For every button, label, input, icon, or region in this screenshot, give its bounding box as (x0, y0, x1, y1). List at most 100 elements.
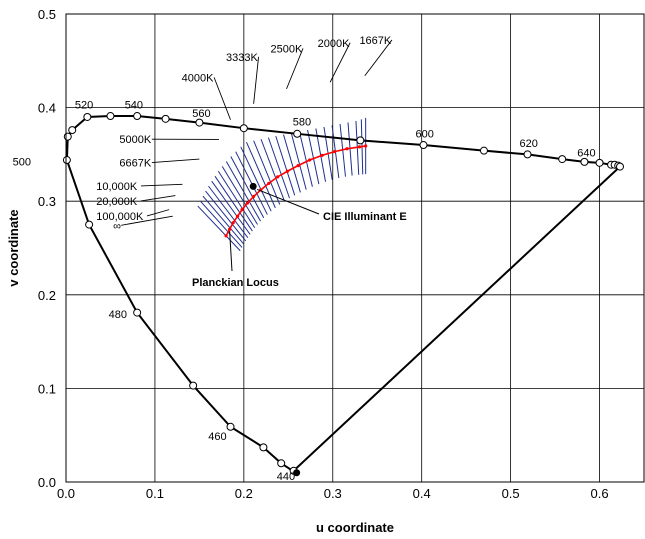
isotherm-label-leader (146, 209, 170, 217)
locus-marker (239, 124, 248, 133)
locus-marker (83, 112, 92, 121)
planckian-point (296, 164, 300, 168)
locus-marker (226, 422, 235, 431)
isotherm-label: 3333K (226, 52, 258, 64)
isotherm-label: 20,000K (96, 196, 138, 208)
x-tick-label: 0.5 (502, 486, 520, 501)
planckian-point (224, 234, 228, 238)
isotherm-label: 6667K (119, 158, 151, 170)
locus-marker (523, 150, 532, 159)
isotherm-label: 1667K (359, 35, 391, 47)
locus-marker (419, 141, 428, 150)
planckian-point (236, 214, 240, 218)
planckian-point (252, 194, 256, 199)
isotherm-line (235, 151, 268, 215)
isotherm-line (260, 138, 285, 202)
isotherm-line (253, 140, 281, 205)
x-tick-label: 0.1 (146, 486, 164, 501)
planckian-point (240, 208, 244, 212)
x-tick-label: 0.0 (57, 486, 75, 501)
locus-marker (85, 220, 94, 229)
wavelength-label: 540 (125, 100, 143, 112)
isotherm-label-leader (140, 195, 176, 202)
x-tick-label: 0.4 (413, 486, 431, 501)
wavelength-label: 600 (415, 129, 433, 141)
wavelength-label: 480 (109, 309, 127, 321)
illuminant-e-label: CIE Illuminant E (323, 211, 407, 223)
locus-marker (277, 459, 286, 468)
planckian-locus-leader (229, 231, 233, 272)
locus-marker (62, 156, 71, 165)
isotherm-line (205, 190, 247, 242)
locus-marker (479, 146, 488, 155)
illuminant-e-leader (256, 188, 320, 215)
isotherm-line (246, 141, 276, 209)
isotherm-label-leader (253, 56, 260, 104)
isotherm-line (217, 171, 256, 229)
isotherm-label: 2500K (271, 43, 303, 55)
locus-marker (615, 162, 624, 171)
y-tick-label: 0.5 (38, 7, 56, 22)
locus-marker (68, 126, 77, 135)
wavelength-label: 500 (13, 157, 31, 169)
locus-marker (558, 155, 567, 164)
isotherm-label-leader (140, 183, 183, 187)
y-axis-title: v coordinate (6, 209, 21, 286)
isotherm-label: 10,000K (96, 181, 138, 193)
isotherm-line (267, 137, 290, 199)
planckian-point (357, 145, 362, 149)
locus-marker (195, 118, 204, 127)
isotherm-line (214, 175, 253, 232)
isotherm-line (290, 132, 307, 190)
planckian-point (320, 153, 324, 157)
planckian-point (364, 144, 368, 148)
locus-marker (356, 136, 365, 145)
labels: 0.0 0.1 0.2 0.3 0.4 0.5 0.6 0.0 0.1 0.2 0.3 0.4 0.5 4… (13, 7, 609, 501)
wavelength-label: 460 (208, 431, 226, 443)
isotherm-line (283, 134, 301, 193)
x-tick-label: 0.3 (324, 486, 342, 501)
isotherm-line (211, 180, 251, 235)
y-tick-label: 0.4 (38, 101, 56, 116)
isotherm-label-leader (286, 48, 304, 90)
locus-marker (259, 443, 268, 452)
isotherm-label: 100,000K (96, 211, 144, 223)
isotherm-line (307, 129, 320, 185)
isotherm-lines (197, 117, 367, 252)
isotherm-label-leader (329, 42, 351, 83)
wavelength-label: 440 (277, 471, 295, 483)
isotherm-label: 5000K (119, 134, 151, 146)
isotherm-line (240, 146, 272, 212)
isotherm-label: 2000K (318, 38, 350, 50)
isotherm-label-leader (151, 158, 200, 164)
locus-endpoint (293, 469, 301, 477)
x-tick-label: 0.2 (235, 486, 253, 501)
wavelength-label: 560 (192, 108, 210, 120)
planckian-point (245, 201, 250, 205)
x-tick-label: 0.6 (590, 486, 608, 501)
locus-marker (161, 114, 170, 123)
isotherm-line (199, 200, 243, 248)
x-axis-title: u coordinate (316, 520, 394, 535)
isotherm-label: 4000K (182, 72, 214, 84)
isotherm-line (221, 166, 258, 225)
locus-marker (106, 112, 115, 121)
plot-frame (65, 13, 645, 483)
isotherm-line (208, 185, 249, 238)
isotherm-label-leader (364, 39, 393, 77)
wavelength-label: 620 (520, 138, 538, 150)
illuminant-e-point (249, 182, 257, 190)
isotherm-line (230, 156, 265, 219)
locus-marker (580, 157, 589, 166)
locus-marker (133, 112, 142, 121)
planckian-point (228, 227, 232, 231)
locus-marker (133, 308, 142, 317)
planckian-point (267, 181, 271, 186)
spectral-locus-group (62, 112, 624, 477)
planckian-point (345, 147, 349, 151)
y-tick-label: 0.3 (38, 194, 56, 209)
isotherm-label-leader (121, 215, 173, 226)
isotherm-line (202, 195, 245, 245)
planckian-point (332, 149, 337, 154)
